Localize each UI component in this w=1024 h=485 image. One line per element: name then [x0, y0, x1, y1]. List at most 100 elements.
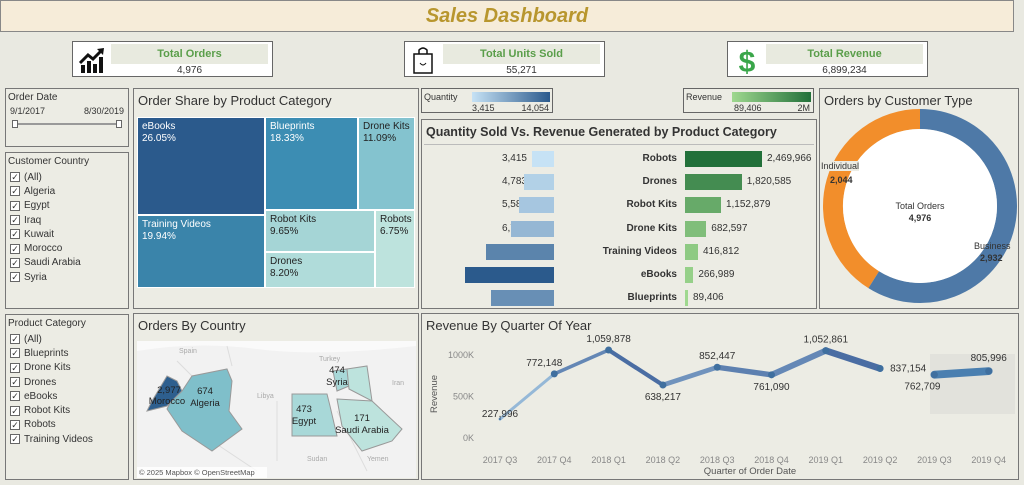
data-label: 1,052,861 [804, 335, 849, 346]
data-point[interactable] [930, 371, 938, 379]
category-checkbox[interactable]: ✓ Drone Kits [6, 361, 128, 375]
treemap-cell[interactable]: Drone Kits 11.09% [358, 117, 415, 210]
category-label: Training Videos [602, 245, 677, 257]
revenue-bar[interactable] [685, 220, 707, 237]
qty-bar[interactable] [465, 267, 554, 283]
donut-segment-business[interactable] [868, 109, 1017, 303]
data-point[interactable] [659, 381, 667, 389]
qty-bar[interactable] [491, 290, 554, 307]
country-checkbox[interactable]: ✓ (All) [6, 170, 128, 184]
category-checkbox[interactable]: ✓ Blueprints [6, 346, 128, 360]
treemap-cell[interactable]: Blueprints 18.33% [265, 117, 358, 210]
category-checkbox[interactable]: ✓ eBooks [6, 389, 128, 403]
qty-bar[interactable] [518, 197, 554, 214]
country-checkbox[interactable]: ✓ Kuwait [6, 227, 128, 241]
x-axis-label: Quarter of Order Date [704, 466, 796, 477]
date-start: 9/1/2017 [10, 106, 46, 116]
country-checkbox[interactable]: ✓ Iraq [6, 213, 128, 227]
checkbox-icon[interactable]: ✓ [10, 377, 20, 388]
data-point[interactable] [713, 363, 721, 371]
country-checkbox[interactable]: ✓ Egypt [6, 199, 128, 213]
treemap-cell[interactable]: eBooks 26.05% [137, 117, 265, 215]
country-checkbox[interactable]: ✓ Syria [6, 270, 128, 284]
treemap-cell[interactable]: Training Videos 19.94% [137, 215, 265, 288]
date-end: 8/30/2019 [83, 106, 124, 116]
revenue-bar[interactable] [685, 151, 762, 167]
category-checkbox[interactable]: ✓ Training Videos [6, 432, 128, 446]
qty-bar[interactable] [523, 174, 554, 191]
checkbox-icon[interactable]: ✓ [10, 405, 20, 416]
checkbox-icon[interactable]: ✓ [10, 391, 20, 402]
checkbox-icon[interactable]: ✓ [10, 243, 20, 254]
checkbox-icon[interactable]: ✓ [10, 362, 20, 373]
country-checkbox[interactable]: ✓ Morocco [6, 241, 128, 255]
map-label: Algeria [190, 398, 220, 409]
revenue-bar[interactable] [685, 267, 694, 283]
kpi-label: Total Orders [111, 44, 268, 64]
checkbox-icon[interactable]: ✓ [10, 419, 20, 430]
checkbox-icon[interactable]: ✓ [10, 229, 20, 240]
revenue-label: 416,812 [702, 245, 740, 257]
treemap-pct: 26.05% [142, 133, 176, 144]
data-point[interactable] [550, 370, 558, 378]
checkbox-icon[interactable]: ✓ [10, 257, 20, 268]
treemap-label: Robot Kits [270, 214, 317, 225]
revenue-gradient [732, 92, 811, 102]
checkbox-icon[interactable]: ✓ [10, 434, 20, 445]
checkbox-icon[interactable]: ✓ [10, 272, 20, 283]
data-point[interactable] [499, 418, 501, 421]
category-checkbox[interactable]: ✓ Robots [6, 418, 128, 432]
qty-bar[interactable] [485, 243, 554, 260]
checkbox-icon[interactable]: ✓ [10, 200, 20, 211]
checkbox-icon[interactable]: ✓ [10, 348, 20, 359]
country-checkbox[interactable]: ✓ Algeria [6, 184, 128, 198]
category-checkbox[interactable]: ✓ Drones [6, 375, 128, 389]
donut-center-value: 4,976 [908, 213, 932, 223]
line-segment [660, 364, 720, 388]
qty-bar[interactable] [511, 220, 554, 237]
revenue-bar[interactable] [685, 290, 688, 307]
data-point[interactable] [605, 346, 613, 354]
checkbox-label: Robot Kits [24, 405, 71, 417]
country-checkbox[interactable]: ✓ Saudi Arabia [6, 256, 128, 270]
map-value: 674 [197, 386, 213, 397]
x-tick-label: 2017 Q3 [483, 455, 518, 465]
checkbox-icon[interactable]: ✓ [10, 186, 20, 197]
date-range-slider[interactable] [12, 120, 122, 128]
checkbox-icon[interactable]: ✓ [10, 334, 20, 345]
revenue-label: 89,406 [693, 292, 724, 304]
revenue-bar[interactable] [685, 174, 742, 191]
x-tick-label: 2018 Q1 [591, 455, 626, 465]
checkbox-icon[interactable]: ✓ [10, 215, 20, 226]
country-algeria[interactable] [166, 368, 243, 452]
country-egypt[interactable] [291, 393, 338, 437]
donut-hole [843, 129, 997, 283]
revenue-label: 266,989 [698, 269, 735, 280]
treemap-cell[interactable]: Robot Kits 9.65% [265, 210, 375, 252]
revenue-bar[interactable] [685, 197, 721, 214]
panel-title: Orders by Customer Type [824, 93, 973, 108]
treemap-cell[interactable]: Robots 6.75% [375, 210, 415, 288]
donut-segment-individual[interactable] [823, 109, 921, 289]
x-tick-label: 2017 Q4 [537, 455, 572, 465]
category-checkbox[interactable]: ✓ (All) [6, 332, 128, 346]
qty-bar[interactable] [532, 151, 554, 167]
treemap-cell[interactable]: Drones 8.20% [265, 252, 375, 288]
data-point[interactable] [822, 347, 830, 355]
revenue-bar[interactable] [685, 243, 698, 260]
data-point[interactable] [985, 367, 993, 375]
country-map[interactable]: Spain Turkey Iran Libya Sudan Yemen 2,97… [137, 341, 416, 478]
checkbox-label: Morocco [24, 243, 63, 255]
order-date-filter: Order Date 9/1/2017 8/30/2019 [5, 88, 129, 147]
basemap-label: Spain [179, 348, 197, 355]
country-saudi-arabia[interactable] [336, 398, 403, 452]
treemap-label: Training Videos [142, 219, 211, 230]
x-tick-label: 2019 Q3 [917, 455, 952, 465]
data-point[interactable] [768, 371, 775, 379]
data-point[interactable] [876, 365, 884, 373]
legend-min: 89,406 [734, 103, 762, 113]
slider-handle-start[interactable] [12, 120, 18, 128]
checkbox-icon[interactable]: ✓ [10, 172, 20, 183]
category-checkbox[interactable]: ✓ Robot Kits [6, 403, 128, 417]
slider-handle-end[interactable] [116, 120, 122, 128]
